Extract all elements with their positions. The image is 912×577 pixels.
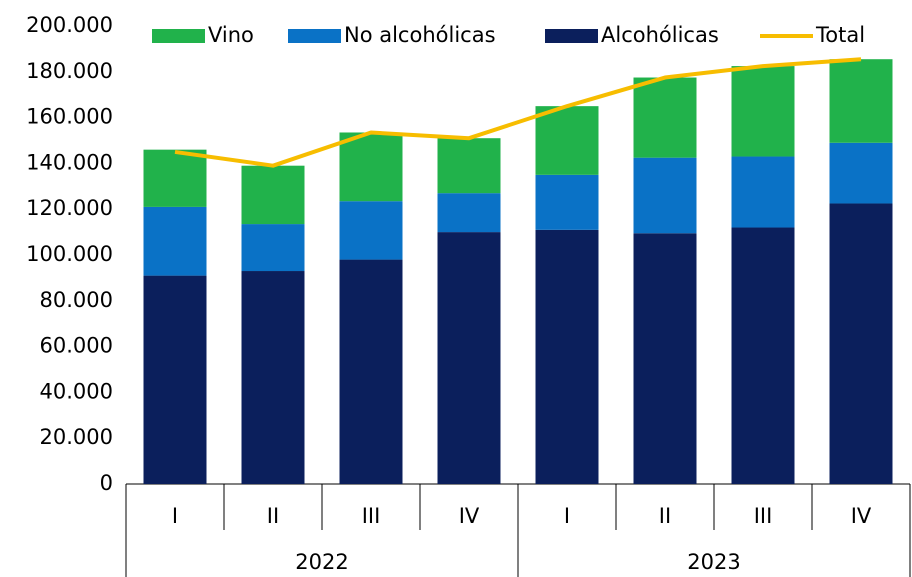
- bar-segment: [731, 66, 795, 157]
- bar-segment: [633, 157, 697, 234]
- bar-segment: [339, 259, 403, 484]
- bar-segment: [241, 165, 305, 225]
- y-tick-label: 140.000: [26, 150, 113, 174]
- bar-segment: [437, 138, 501, 194]
- bar-segment: [535, 229, 599, 484]
- x-tick-label: I: [564, 504, 570, 528]
- legend-label: Total: [815, 23, 865, 47]
- legend-swatch: [152, 29, 205, 43]
- x-tick-label: II: [267, 504, 279, 528]
- y-tick-label: 100.000: [26, 242, 113, 266]
- bar-segment: [437, 232, 501, 484]
- bar-segment: [339, 201, 403, 260]
- bar-segment: [241, 224, 305, 272]
- bar-segment: [535, 174, 599, 230]
- y-tick-label: 180.000: [26, 59, 113, 83]
- y-tick-label: 60.000: [40, 334, 113, 358]
- x-tick-label: IV: [459, 504, 480, 528]
- y-tick-label: 160.000: [26, 105, 113, 129]
- x-tick-label: III: [754, 504, 773, 528]
- bar-segment: [437, 193, 501, 233]
- bar-segment: [143, 149, 207, 207]
- y-tick-label: 0: [100, 471, 113, 495]
- legend-label: Vino: [208, 23, 254, 47]
- bar-segment: [633, 77, 697, 158]
- legend-label: Alcohólicas: [601, 23, 719, 47]
- y-tick-label: 20.000: [40, 425, 113, 449]
- bar-segment: [731, 156, 795, 228]
- bar-segment: [241, 271, 305, 484]
- bar-segment: [633, 233, 697, 484]
- legend-swatch: [288, 29, 341, 43]
- x-tick-label: IV: [851, 504, 872, 528]
- y-tick-label: 40.000: [40, 379, 113, 403]
- bar-segment: [535, 106, 599, 175]
- bar-segment: [829, 59, 893, 143]
- bar-segment: [829, 142, 893, 204]
- bar-segment: [143, 206, 207, 276]
- bar-segment: [829, 203, 893, 484]
- y-tick-label: 80.000: [40, 288, 113, 312]
- legend-swatch: [545, 29, 598, 43]
- x-tick-label: II: [659, 504, 671, 528]
- group-label: 2022: [295, 550, 348, 574]
- bar-segment: [731, 227, 795, 484]
- bar-segment: [143, 275, 207, 484]
- x-tick-label: I: [172, 504, 178, 528]
- total-line: [174, 57, 862, 168]
- legend-label: No alcohólicas: [344, 23, 496, 47]
- x-tick-label: III: [362, 504, 381, 528]
- group-label: 2023: [687, 550, 740, 574]
- bar-segment: [339, 132, 403, 202]
- y-tick-label: 120.000: [26, 196, 113, 220]
- y-tick-label: 200.000: [26, 13, 113, 37]
